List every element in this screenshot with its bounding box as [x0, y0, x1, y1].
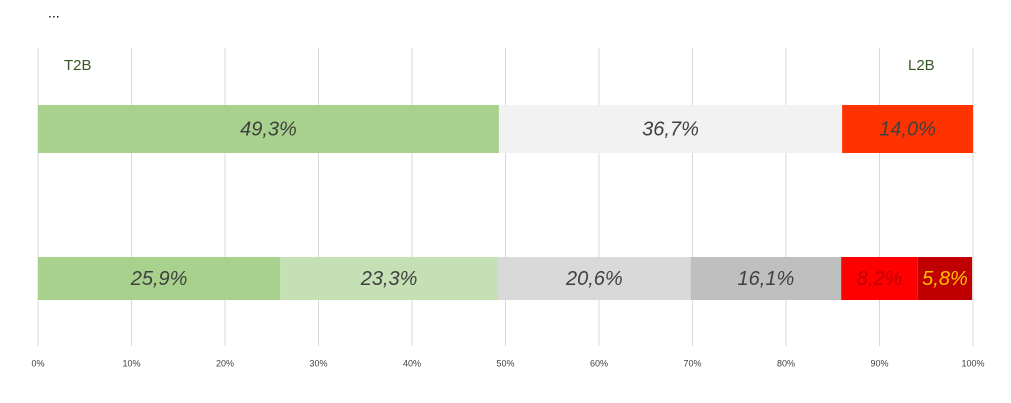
x-tick-label: 80%: [777, 358, 795, 368]
bar-segment: [38, 257, 281, 300]
bar-segment: [38, 105, 499, 153]
annotation: L2B: [908, 57, 935, 74]
data-label: 5,8%: [922, 268, 968, 290]
bar-segment: [841, 257, 918, 300]
data-label: 25,9%: [130, 268, 188, 290]
x-tick-label: 0%: [31, 358, 44, 368]
bar-segment: [498, 257, 691, 300]
data-label: 49,3%: [240, 118, 297, 140]
annotation: T2B: [64, 57, 92, 74]
x-tick-label: 100%: [961, 358, 984, 368]
bar-segment: [917, 257, 973, 300]
data-label: 20,6%: [565, 268, 623, 290]
bar-segment: [280, 257, 499, 300]
x-tick-label: 20%: [216, 358, 234, 368]
data-label: 14,0%: [879, 118, 936, 140]
data-label: 36,7%: [642, 118, 699, 140]
data-label: 8,2%: [857, 268, 903, 290]
chart-title: ...: [48, 5, 60, 21]
bar-segment: [690, 257, 842, 300]
x-tick-label: 50%: [496, 358, 514, 368]
x-tick-label: 10%: [122, 358, 140, 368]
bar-segment: [842, 105, 973, 153]
x-tick-label: 40%: [403, 358, 421, 368]
data-label: 23,3%: [360, 268, 418, 290]
bar-segment: [498, 105, 843, 153]
x-tick-label: 90%: [870, 358, 888, 368]
data-label: 16,1%: [738, 268, 795, 290]
x-tick-label: 60%: [590, 358, 608, 368]
x-tick-label: 30%: [309, 358, 327, 368]
x-tick-label: 70%: [683, 358, 701, 368]
